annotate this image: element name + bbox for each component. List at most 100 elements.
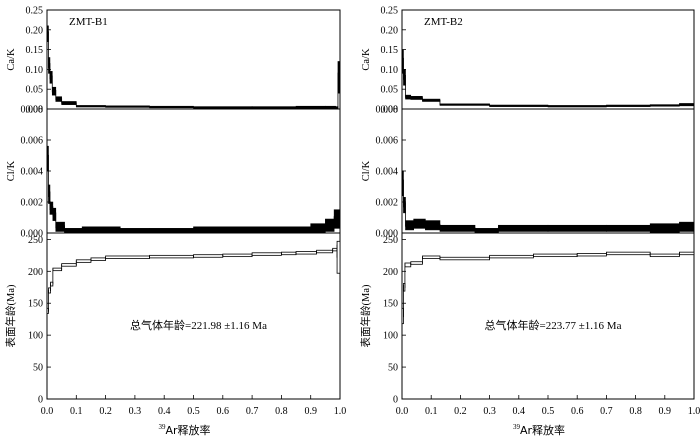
c2-p3-ytick-label: 0 [393,395,398,406]
c2-p2-step-box [413,218,426,229]
c1-p1-step-box [325,105,336,109]
c2-p2-step-box [649,223,680,234]
c2-p3-step-box [679,251,695,256]
c1-p2-step-box [333,209,341,229]
c1-p1-ytick-label: 0.20 [26,25,44,36]
c2-x-axis-label: Ar释放率 [520,423,565,437]
c2-xtick-label: 1.0 [688,406,700,417]
c1-p3-ytick-label: 0 [38,395,43,406]
c2-p1-ytick-label: 0.10 [381,65,399,76]
c1-xtick-label: 1.0 [334,406,347,417]
c2-p3-step-box [533,253,578,258]
c2-p1-ytick-label: 0.05 [381,85,399,96]
c1-p3-step-box [75,259,92,263]
c2-p1-ytick-label: 0.25 [381,6,399,17]
c2-p3-ytick-label: 150 [383,299,398,310]
c1-p3-ytick-label: 50 [33,363,43,374]
c1-p3-step-box [251,252,282,256]
c2-p3-ytick-label: 50 [388,363,398,374]
c2-p2-ytick-label: 0.008 [376,105,399,116]
c1-p1-ytick-label: 0.25 [26,6,44,17]
c1-p3-step-box [336,240,341,274]
c1-xtick-label: 0.9 [304,406,317,417]
c1-p2-step-box [119,228,150,234]
c1-xtick-label: 0.5 [187,406,200,417]
c2-x-axis-label-superscript: 39 [513,423,521,431]
c2-xtick-label: 0.3 [483,406,496,417]
c2-p3-step-box [422,255,441,259]
c2-p3-step-box [489,254,534,259]
c2-p1-step-box [405,94,412,100]
c1-p3-step-box [295,251,317,255]
c1-p2-step-box [325,218,335,232]
c1-p1-step-box [76,105,106,108]
c2-xtick-label: 0.4 [513,406,526,417]
c1-p3-step-box [149,254,194,259]
c2-xtick-label: 0.7 [600,406,613,417]
c2-p1-step-box [679,103,695,107]
c2-p2-step-box [405,220,414,231]
c1-p1-ytick-label: 0.05 [26,85,44,96]
c1-p3-step-box [332,247,338,252]
c1-p2-step-box [237,226,282,234]
c2-xtick-label: 0.6 [571,406,584,417]
c1-p2-step-box [281,226,311,234]
c2-xtick-label: 0.0 [396,406,409,417]
c1-p3-y-axis-label: 表面年龄(Ma) [4,284,17,347]
c1-p1-ytick-label: 0.10 [26,65,44,76]
c2-p1-ytick-label: 0.20 [381,25,399,36]
c2-p2-step-box [606,224,651,232]
c2-p1-step-box [649,104,680,107]
c2-p3-step-box [606,251,651,256]
c2-p1-step-box [439,103,490,106]
c1-p2-ytick-label: 0.006 [21,136,44,147]
c1-p2-frame [46,108,341,234]
c1-p2-step-box [310,223,326,234]
c1-p1-y-axis-label: Ca/K [6,48,17,71]
c2-p2-ytick-label: 0.006 [376,136,399,147]
c1-p2-ytick-label: 0.000 [21,229,44,240]
c1-p1-step-box [295,105,326,109]
c1-title: ZMT-B1 [69,16,108,28]
c1-p2-step-box [81,226,121,234]
c2-p3-step-box [576,253,607,257]
c2-p1-y-axis-label: Ca/K [361,48,372,71]
c1-p3-ytick-label: 100 [28,331,43,342]
c2-p2-step-box [439,224,476,232]
c1-p3-step-box [280,251,297,256]
c2-p2-step-box [679,221,695,232]
c2-p2-y-axis-label: Cl/K [361,160,372,181]
c1-p3-step-box [90,257,106,261]
c1-p3-step-box [105,255,150,259]
c1-xtick-label: 0.1 [70,406,83,417]
c2-xtick-label: 0.2 [454,406,467,417]
c1-p1-step-box [251,106,297,109]
c2-p2-ytick-label: 0.004 [376,167,399,178]
c2-p3-step-box [649,253,680,258]
c2-p3-ytick-label: 250 [383,235,398,246]
c2-p1-step-box [422,98,441,102]
c2-p3-y-axis-label: 表面年龄(Ma) [359,284,372,347]
c2-p3-step-box [404,262,412,268]
c1-p2-ytick-label: 0.004 [21,167,44,178]
c1-xtick-label: 0.4 [158,406,171,417]
c1-p2-step-box [52,207,57,221]
c1-p3-step-box [316,249,334,254]
c1-p3-ytick-label: 200 [28,267,43,278]
c1-xtick-label: 0.6 [217,406,230,417]
c1-xtick-label: 0.0 [41,406,54,417]
c1-x-axis-label-superscript: 39 [159,423,167,431]
c1-p2-y-axis-label: Cl/K [6,160,17,181]
c2-p2-step-box [498,224,549,232]
c2-p3-ytick-label: 200 [383,267,398,278]
c2-p2-ytick-label: 0.002 [376,198,399,209]
c2-p1-step-box [489,104,549,107]
c1-p1-ytick-label: 0.00 [26,105,44,116]
c2-p2-step-box [425,220,441,231]
c2-xtick-label: 0.5 [542,406,555,417]
c1-p1-step-box [149,105,194,109]
c1-p3-step-box [61,263,77,267]
c1-p1-ytick-label: 0.15 [26,45,44,56]
c2-total-gas-age: 总气体年龄=223.77 ±1.16 Ma [485,318,622,332]
